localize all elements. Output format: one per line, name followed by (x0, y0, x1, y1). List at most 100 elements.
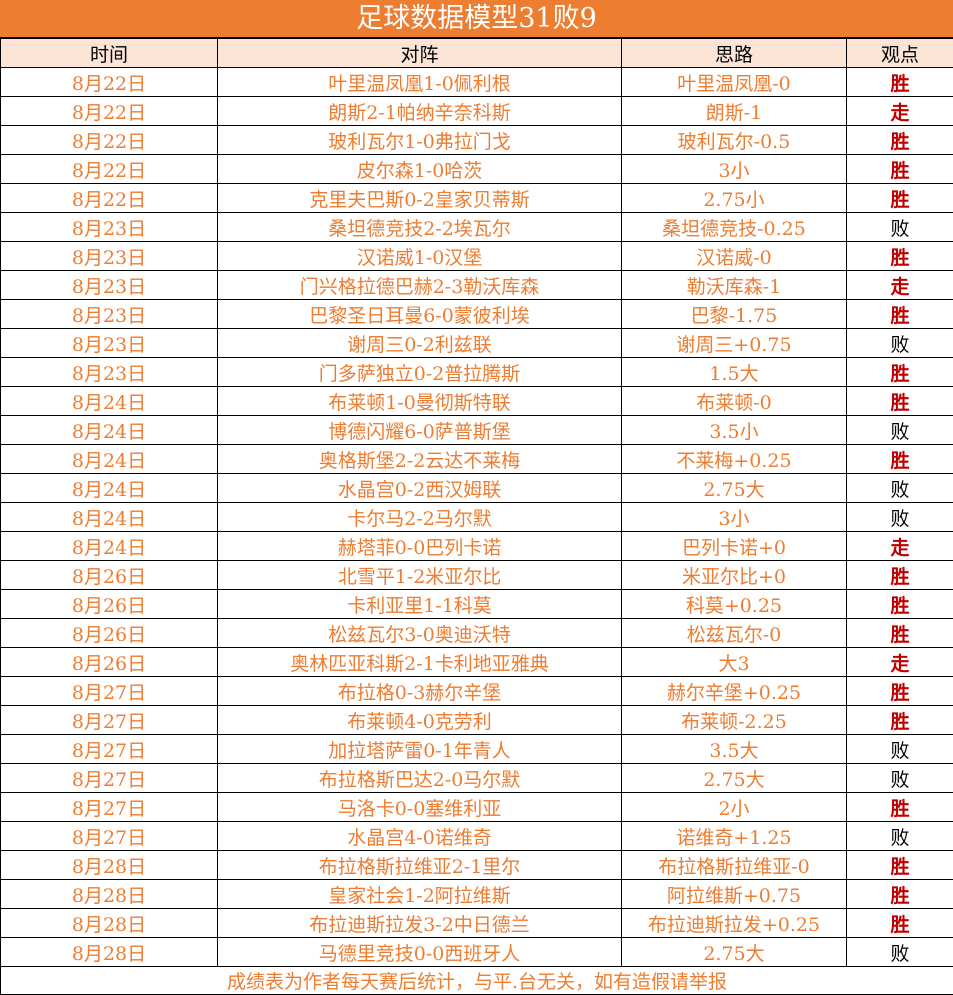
cell-tip: 阿拉维斯+0.75 (622, 880, 847, 909)
cell-match: 水晶宫0-2西汉姆联 (218, 474, 622, 503)
cell-date: 8月27日 (1, 735, 218, 764)
cell-date: 8月27日 (1, 706, 218, 735)
cell-date: 8月27日 (1, 764, 218, 793)
cell-match: 布拉格0-3赫尔辛堡 (218, 677, 622, 706)
cell-result: 胜 (847, 590, 953, 619)
cell-result: 败 (847, 329, 953, 358)
cell-tip: 科莫+0.25 (622, 590, 847, 619)
cell-match: 马洛卡0-0塞维利亚 (218, 793, 622, 822)
cell-match: 朗斯2-1帕纳辛奈科斯 (218, 97, 622, 126)
cell-result: 走 (847, 648, 953, 677)
cell-result: 败 (847, 938, 953, 967)
cell-match: 谢周三0-2利兹联 (218, 329, 622, 358)
cell-match: 玻利瓦尔1-0弗拉门戈 (218, 126, 622, 155)
cell-tip: 朗斯-1 (622, 97, 847, 126)
cell-tip: 布莱顿-2.25 (622, 706, 847, 735)
cell-result: 走 (847, 271, 953, 300)
cell-match: 布莱顿4-0克劳利 (218, 706, 622, 735)
cell-date: 8月23日 (1, 300, 218, 329)
cell-date: 8月24日 (1, 474, 218, 503)
cell-match: 奥林匹亚科斯2-1卡利地亚雅典 (218, 648, 622, 677)
cell-tip: 谢周三+0.75 (622, 329, 847, 358)
cell-result: 败 (847, 822, 953, 851)
cell-date: 8月22日 (1, 97, 218, 126)
footer-note: 成绩表为作者每天赛后统计，与平.台无关，如有造假请举报 (1, 967, 953, 995)
cell-result: 胜 (847, 242, 953, 271)
cell-match: 皮尔森1-0哈茨 (218, 155, 622, 184)
table-title: 足球数据模型31败9 (0, 0, 953, 38)
cell-date: 8月23日 (1, 271, 218, 300)
cell-match: 门兴格拉德巴赫2-3勒沃库森 (218, 271, 622, 300)
cell-date: 8月24日 (1, 503, 218, 532)
cell-date: 8月28日 (1, 851, 218, 880)
cell-match: 汉诺威1-0汉堡 (218, 242, 622, 271)
cell-match: 桑坦德竞技2-2埃瓦尔 (218, 213, 622, 242)
cell-tip: 3小 (622, 155, 847, 184)
cell-tip: 桑坦德竞技-0.25 (622, 213, 847, 242)
cell-date: 8月26日 (1, 648, 218, 677)
cell-tip: 3.5小 (622, 416, 847, 445)
cell-result: 胜 (847, 909, 953, 938)
cell-tip: 2.75大 (622, 938, 847, 967)
cell-date: 8月22日 (1, 155, 218, 184)
cell-match: 门多萨独立0-2普拉腾斯 (218, 358, 622, 387)
cell-result: 胜 (847, 300, 953, 329)
cell-tip: 叶里温凤凰-0 (622, 68, 847, 97)
cell-tip: 大3 (622, 648, 847, 677)
cell-match: 北雪平1-2米亚尔比 (218, 561, 622, 590)
cell-match: 布拉迪斯拉发3-2中日德兰 (218, 909, 622, 938)
cell-result: 胜 (847, 184, 953, 213)
cell-tip: 玻利瓦尔-0.5 (622, 126, 847, 155)
cell-result: 胜 (847, 851, 953, 880)
cell-match: 奥格斯堡2-2云达不莱梅 (218, 445, 622, 474)
cell-date: 8月22日 (1, 68, 218, 97)
cell-result: 胜 (847, 561, 953, 590)
cell-tip: 2小 (622, 793, 847, 822)
cell-tip: 布莱顿-0 (622, 387, 847, 416)
cell-result: 胜 (847, 126, 953, 155)
cell-tip: 2.75大 (622, 474, 847, 503)
cell-date: 8月27日 (1, 677, 218, 706)
cell-date: 8月24日 (1, 416, 218, 445)
cell-tip: 不莱梅+0.25 (622, 445, 847, 474)
cell-result: 胜 (847, 445, 953, 474)
cell-date: 8月24日 (1, 387, 218, 416)
cell-match: 布拉格斯拉维亚2-1里尔 (218, 851, 622, 880)
cell-date: 8月22日 (1, 126, 218, 155)
cell-match: 布拉格斯巴达2-0马尔默 (218, 764, 622, 793)
cell-result: 胜 (847, 677, 953, 706)
cell-date: 8月26日 (1, 590, 218, 619)
cell-match: 卡尔马2-2马尔默 (218, 503, 622, 532)
cell-date: 8月23日 (1, 242, 218, 271)
cell-result: 败 (847, 764, 953, 793)
cell-date: 8月28日 (1, 909, 218, 938)
cell-tip: 布拉格斯拉维亚-0 (622, 851, 847, 880)
cell-tip: 诺维奇+1.25 (622, 822, 847, 851)
header-view: 观点 (847, 39, 953, 68)
cell-tip: 3.5大 (622, 735, 847, 764)
cell-date: 8月27日 (1, 793, 218, 822)
cell-result: 败 (847, 503, 953, 532)
cell-date: 8月23日 (1, 213, 218, 242)
cell-tip: 汉诺威-0 (622, 242, 847, 271)
